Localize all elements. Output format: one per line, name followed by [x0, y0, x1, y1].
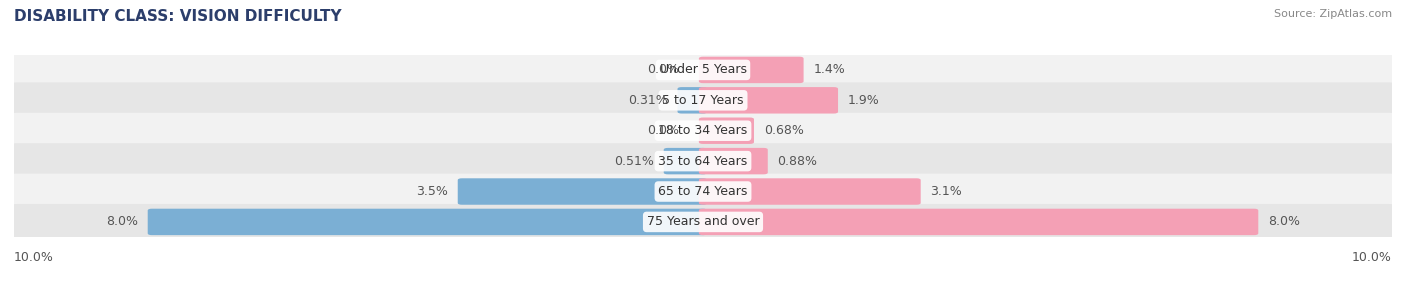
FancyBboxPatch shape	[699, 118, 754, 144]
Text: 0.51%: 0.51%	[614, 155, 654, 168]
FancyBboxPatch shape	[7, 174, 1399, 209]
Text: 0.68%: 0.68%	[763, 124, 803, 137]
FancyBboxPatch shape	[148, 209, 707, 235]
FancyBboxPatch shape	[458, 178, 707, 205]
Text: DISABILITY CLASS: VISION DIFFICULTY: DISABILITY CLASS: VISION DIFFICULTY	[14, 9, 342, 24]
FancyBboxPatch shape	[7, 52, 1399, 88]
Text: 0.0%: 0.0%	[647, 124, 679, 137]
Text: Under 5 Years: Under 5 Years	[659, 64, 747, 76]
Text: 65 to 74 Years: 65 to 74 Years	[658, 185, 748, 198]
FancyBboxPatch shape	[7, 113, 1399, 149]
FancyBboxPatch shape	[7, 204, 1399, 240]
Text: 3.5%: 3.5%	[416, 185, 449, 198]
Text: 3.1%: 3.1%	[931, 185, 962, 198]
FancyBboxPatch shape	[699, 87, 838, 114]
Text: Source: ZipAtlas.com: Source: ZipAtlas.com	[1274, 9, 1392, 19]
FancyBboxPatch shape	[699, 178, 921, 205]
Text: 8.0%: 8.0%	[105, 216, 138, 228]
Text: 0.31%: 0.31%	[628, 94, 668, 107]
FancyBboxPatch shape	[678, 87, 707, 114]
FancyBboxPatch shape	[699, 209, 1258, 235]
FancyBboxPatch shape	[699, 148, 768, 174]
Text: 10.0%: 10.0%	[1353, 251, 1392, 264]
Text: 1.4%: 1.4%	[813, 64, 845, 76]
FancyBboxPatch shape	[7, 82, 1399, 118]
Text: 75 Years and over: 75 Years and over	[647, 216, 759, 228]
FancyBboxPatch shape	[699, 57, 804, 83]
Text: 35 to 64 Years: 35 to 64 Years	[658, 155, 748, 168]
Text: 10.0%: 10.0%	[14, 251, 53, 264]
Text: 0.88%: 0.88%	[778, 155, 817, 168]
Text: 5 to 17 Years: 5 to 17 Years	[662, 94, 744, 107]
Text: 18 to 34 Years: 18 to 34 Years	[658, 124, 748, 137]
Text: 8.0%: 8.0%	[1268, 216, 1301, 228]
Text: 0.0%: 0.0%	[647, 64, 679, 76]
FancyBboxPatch shape	[7, 143, 1399, 179]
Legend: Male, Female: Male, Female	[630, 303, 776, 304]
Text: 1.9%: 1.9%	[848, 94, 879, 107]
FancyBboxPatch shape	[664, 148, 707, 174]
